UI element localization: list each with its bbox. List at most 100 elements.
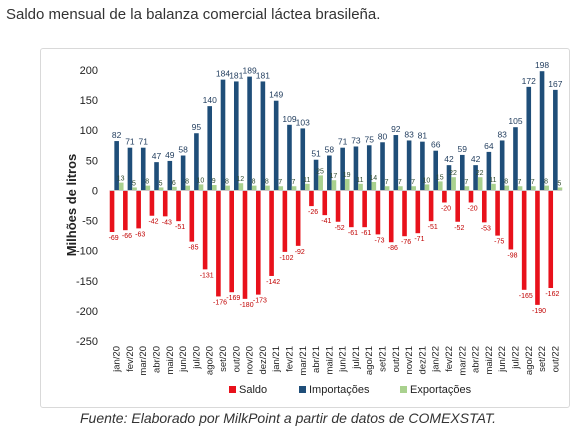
bar-saldo [109,190,115,232]
label-exportacoes: 10 [197,177,205,184]
x-tick-label: set/22 [537,346,548,372]
label-exportacoes: 5 [159,180,163,187]
label-saldo: -42 [148,219,158,226]
label-importacoes: 95 [192,122,202,132]
bar-exportacoes [318,175,323,191]
y-tick-label: -50 [82,216,98,228]
label-saldo: -165 [519,293,533,300]
y-tick-label: 100 [80,125,98,137]
label-saldo: -180 [240,302,254,309]
label-saldo: -20 [468,205,478,212]
label-saldo: -131 [200,272,214,279]
y-axis-label: Milhões de litros [64,154,79,257]
label-importacoes: 49 [165,150,175,160]
x-tick-label: jan/21 [271,346,282,373]
bar-exportacoes [451,177,456,191]
label-importacoes: 167 [548,79,562,89]
bars [109,71,563,305]
label-importacoes: 103 [296,117,310,127]
bar-importacoes [446,165,452,191]
label-saldo: -98 [507,252,517,259]
legend-swatch [229,386,236,393]
bar-saldo [176,190,181,222]
x-tick-label: out/21 [391,346,402,372]
label-importacoes: 71 [139,137,149,147]
bar-importacoes [260,81,266,191]
x-tick-label: jan/20 [112,346,123,373]
label-importacoes: 81 [418,131,428,141]
x-tick-label: mar/22 [457,346,468,376]
label-importacoes: 42 [471,154,481,164]
label-importacoes: 82 [112,130,122,140]
x-tick-label: mar/20 [138,346,149,376]
label-exportacoes: 13 [117,176,125,183]
label-importacoes: 71 [338,137,348,147]
bar-saldo [349,190,354,228]
bar-importacoes [127,147,133,191]
label-importacoes: 92 [391,124,401,134]
label-exportacoes: 11 [489,177,496,184]
bar-exportacoes [504,185,510,191]
bar-importacoes [420,141,425,191]
label-exportacoes: 11 [303,177,310,184]
x-tick-label: dez/20 [258,346,269,375]
label-exportacoes: 11 [356,177,363,184]
bar-exportacoes [438,181,443,191]
data-labels: 8213-69715-66718-63475-42496-43588-51951… [109,60,563,315]
bar-exportacoes [172,186,177,191]
label-saldo: -162 [545,291,559,298]
label-exportacoes: 5 [557,180,561,187]
y-tick-label: 0 [92,185,98,197]
label-importacoes: 172 [522,76,536,86]
legend-entry: Saldo [239,384,267,396]
label-exportacoes: 7 [411,179,415,186]
label-exportacoes: 8 [504,179,508,186]
label-saldo: -52 [454,225,464,232]
x-tick-label: set/20 [218,346,229,372]
y-tick-label: -150 [76,276,98,288]
label-saldo: -173 [253,298,267,305]
label-saldo: -190 [532,308,546,315]
bar-importacoes [140,147,146,191]
label-saldo: -51 [175,224,185,231]
bar-importacoes [353,146,359,191]
bar-saldo [255,190,261,295]
bar-exportacoes [118,182,124,191]
label-exportacoes: 7 [292,179,296,186]
label-importacoes: 59 [458,144,468,154]
bar-saldo [375,190,381,235]
x-tick-label: jun/22 [497,346,508,373]
bar-saldo [322,190,328,216]
x-tick-label: jul/20 [191,346,202,370]
bar-importacoes [167,160,173,191]
bar-importacoes [513,127,518,191]
label-saldo: -85 [188,245,198,252]
legend-entry: Importações [309,384,370,396]
x-tick-label: nov/21 [404,346,415,375]
label-importacoes: 189 [242,66,256,76]
x-tick-label: dez/21 [417,346,428,375]
bar-exportacoes [278,186,284,191]
bar-importacoes [459,154,465,191]
label-exportacoes: 7 [398,179,402,186]
label-saldo: -71 [414,236,424,243]
legend-swatch [299,386,306,393]
label-exportacoes: 7 [464,179,468,186]
bar-saldo [335,190,341,222]
x-tick-label: jul/21 [351,346,362,370]
label-exportacoes: 8 [185,179,189,186]
x-tick-label: ago/21 [364,346,375,375]
label-exportacoes: 7 [531,179,535,186]
x-tick-label: abr/20 [152,346,163,373]
bar-importacoes [366,145,372,191]
label-saldo: -20 [441,205,451,212]
bar-importacoes [287,124,292,191]
bar-saldo [508,190,514,250]
bar-importacoes [313,159,319,191]
label-importacoes: 71 [125,137,135,147]
label-importacoes: 42 [444,154,454,164]
label-exportacoes: 17 [329,173,337,180]
legend-swatch [400,386,407,393]
label-exportacoes: 22 [449,170,457,177]
